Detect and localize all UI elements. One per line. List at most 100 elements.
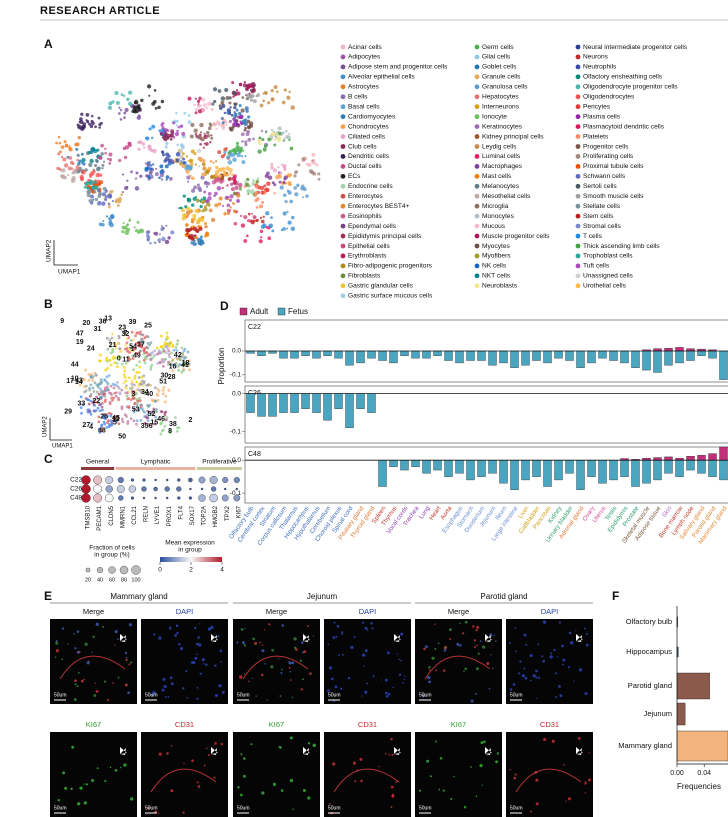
legend-swatch: [575, 164, 581, 169]
cell-dot: [193, 128, 198, 133]
cell-dot: [228, 167, 233, 173]
cell-dot: [95, 390, 99, 394]
signal-dot: [532, 674, 536, 678]
axis-label: UMAP2: [46, 239, 53, 262]
cell-dot: [193, 234, 197, 237]
cell-dot: [79, 395, 83, 399]
cell-dot: [57, 152, 61, 156]
cell-dot: [170, 230, 175, 235]
channel-label: Merge: [266, 607, 287, 616]
legend-title: Fraction of cells: [89, 545, 135, 552]
cell-dot: [277, 166, 280, 169]
cell-dot: [89, 158, 94, 164]
cell-dot: [233, 106, 237, 110]
expression-dot: [233, 476, 240, 484]
cluster-label: 30: [161, 373, 169, 380]
signal-dot: [255, 695, 257, 697]
cell-dot: [270, 88, 274, 93]
signal-dot: [124, 683, 128, 687]
legend-label: Neuroblasts: [482, 283, 518, 290]
group-bar: [115, 467, 196, 470]
signal-dot: [385, 753, 387, 755]
cell-dot: [164, 239, 170, 245]
cell-dot: [164, 156, 170, 162]
cell-dot: [210, 107, 214, 112]
signal-dot: [240, 628, 244, 631]
signal-dot: [109, 766, 112, 769]
cell-dot: [144, 168, 149, 172]
signal-dot: [152, 690, 156, 695]
cell-dot: [168, 431, 172, 435]
bar: [675, 347, 684, 352]
cell-dot: [111, 200, 114, 203]
y-tick-label: Hippocampus: [626, 647, 672, 656]
cell-dot: [200, 198, 203, 201]
cell-dot: [77, 135, 81, 140]
bar: [609, 350, 618, 361]
expression-dot: [81, 484, 91, 494]
cell-dot: [214, 178, 219, 183]
bar: [664, 347, 673, 352]
tissue-name: Parotid gland: [480, 592, 527, 601]
cell-dot: [162, 128, 166, 131]
bar: [312, 393, 321, 413]
cell-dot: [289, 199, 294, 204]
cell-dot: [180, 346, 184, 350]
signal-dot: [360, 779, 363, 783]
cell-dot: [146, 335, 150, 339]
cell-dot: [239, 115, 243, 120]
size-legend-label: 20: [85, 577, 91, 583]
cell-dot: [118, 158, 122, 163]
cell-dot: [90, 114, 94, 118]
signal-dot: [61, 658, 64, 661]
cell-dot: [204, 170, 209, 174]
signal-dot: [512, 683, 516, 686]
bar: [356, 350, 365, 364]
cell-dot: [185, 223, 189, 227]
cell-dot: [91, 121, 95, 126]
bar: [675, 460, 684, 477]
signal-dot: [588, 752, 590, 754]
legend-label: Ependymal cells: [348, 223, 397, 230]
signal-dot: [104, 780, 107, 783]
cell-dot: [286, 95, 291, 100]
cell-dot: [285, 134, 290, 139]
signal-dot: [479, 764, 483, 768]
expression-dot: [81, 475, 91, 485]
cell-dot: [163, 341, 167, 345]
cell-dot: [99, 396, 102, 399]
expression-dot: [189, 487, 192, 491]
cell-dot: [183, 347, 187, 351]
arrowhead: [211, 747, 218, 755]
cell-dot: [135, 401, 139, 405]
signal-dot: [197, 636, 200, 639]
cell-dot: [110, 393, 113, 396]
cell-dot: [138, 399, 142, 403]
signal-dot: [486, 661, 490, 666]
cell-dot: [113, 391, 117, 395]
cell-dot: [161, 236, 166, 242]
scale-bar-label: 50um: [145, 805, 158, 811]
scale-bar-label: 50um: [54, 805, 67, 811]
cell-dot: [139, 340, 142, 344]
bar: [466, 350, 475, 361]
signal-dot: [537, 643, 540, 646]
cell-dot: [128, 357, 132, 361]
legend-swatch: [575, 134, 581, 139]
cell-dot: [90, 199, 94, 202]
micrograph: [141, 732, 228, 817]
legend-label: Keratinocytes: [482, 123, 523, 130]
cell-dot: [97, 382, 101, 386]
legend-swatch: [340, 263, 346, 269]
gene-label: MMRN1: [120, 505, 126, 528]
cell-dot: [240, 132, 245, 137]
signal-dot: [388, 753, 391, 756]
arrowhead: [485, 747, 492, 755]
cell-dot: [189, 174, 192, 177]
cell-dot: [240, 154, 244, 158]
cell-dot: [239, 214, 243, 218]
size-legend-label: 100: [131, 577, 140, 583]
micrograph: [324, 732, 411, 817]
legend-label: Platelets: [583, 133, 609, 140]
bar: [554, 460, 563, 481]
